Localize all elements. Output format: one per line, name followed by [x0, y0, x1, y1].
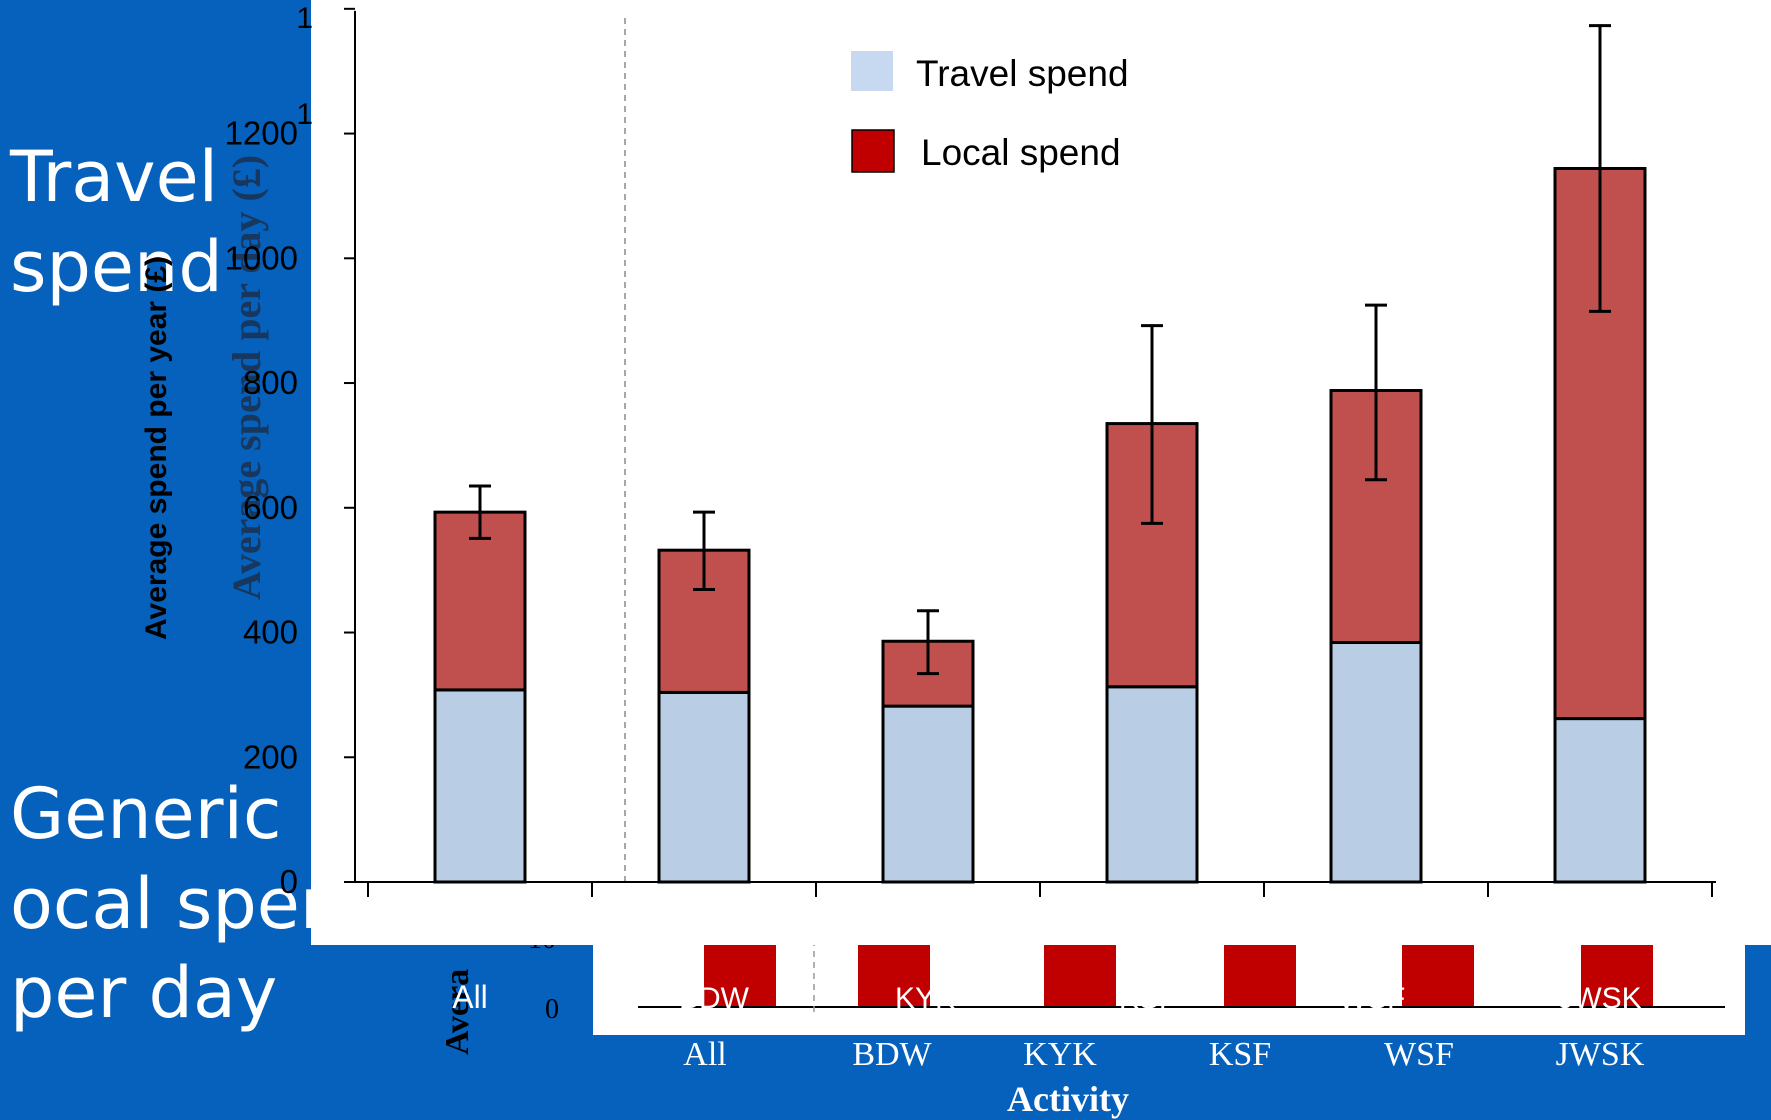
background-category-bdw: BDW [852, 1036, 932, 1073]
bar-travel-jwsk [1553, 717, 1647, 884]
bar-travel-all [433, 688, 527, 884]
y-tick-label-600: 600 [243, 489, 298, 526]
slide-label-travel: Travel spend [10, 136, 223, 308]
background-category-wsf: WSF [1384, 1036, 1454, 1073]
y-axis-title: Average spend per day (£) [224, 155, 269, 600]
background-chart-inside-label-jwsk: JWSK [1558, 982, 1641, 1015]
background-bar-wsf [1402, 940, 1474, 1006]
bar-travel-ksf [1105, 685, 1199, 884]
background-category-ksf: KSF [1209, 1036, 1271, 1073]
y-axis-title-behind: Average spend per year (£) [140, 256, 173, 640]
y-tick-label-200: 200 [243, 738, 298, 775]
y-tick-label-1200: 1200 [225, 115, 298, 152]
legend-travel-label: Travel spend [916, 53, 1129, 94]
background-category-kyk: KYK [1023, 1036, 1097, 1073]
bar-travel-kyk [881, 704, 975, 884]
slide-label-generic: Generic ocal spen per day [10, 773, 345, 1035]
background-bar-jwsk [1581, 940, 1653, 1006]
background-bar-ksf [1224, 940, 1296, 1006]
y-tick-label-cut-mid: 1 [296, 98, 313, 131]
bar-travel-wsf [1329, 640, 1423, 884]
y-tick-label-0: 0 [280, 863, 298, 900]
background-chart-panel [593, 930, 1745, 1035]
background-chart-inside-label-ksf: KSF [1119, 982, 1177, 1015]
background-category-jwsk: JWSK [1556, 1036, 1645, 1073]
background-chart-xlabel: Activity [1007, 1079, 1129, 1119]
background-chart-inside-label-kyk: KYK [895, 982, 955, 1015]
bar-local-all [433, 510, 527, 692]
background-chart-inside-label-wsf: WSF [1339, 982, 1406, 1015]
y-tick-label-800: 800 [243, 364, 298, 401]
background-category-all: All [683, 1036, 726, 1073]
background-chart-ylabel: Avera [439, 969, 476, 1055]
background-bar-all [704, 940, 776, 1006]
legend-travel-swatch [851, 51, 893, 91]
background-chart-inside-label-bdw: BDW [679, 982, 750, 1015]
y-tick-label-1000: 1000 [225, 239, 298, 276]
background-chart-inside-label-all: All [452, 979, 488, 1015]
background-chart-tick-0: 0 [545, 994, 559, 1025]
background-bar-bdw [858, 940, 930, 1006]
y-tick-label-cut-top: 1 [296, 2, 313, 35]
legend-local-label: Local spend [921, 132, 1121, 173]
y-tick-label-400: 400 [243, 614, 298, 651]
legend-local-swatch [851, 129, 895, 173]
bar-travel-bdw [657, 690, 751, 884]
chart-panel [311, 0, 1771, 945]
background-bar-kyk [1044, 940, 1116, 1006]
